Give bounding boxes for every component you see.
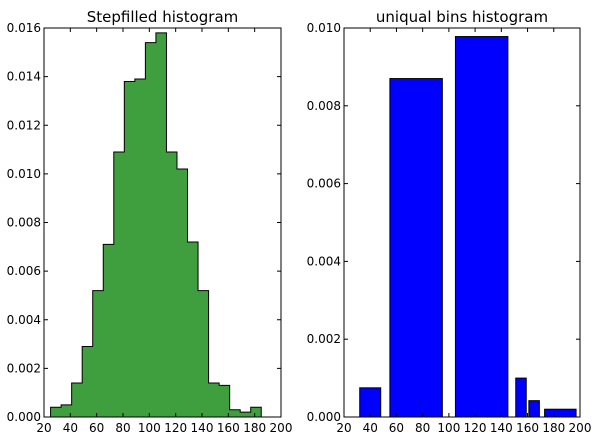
unequal-bins-xtick-label-0: 20 (336, 421, 351, 435)
unequal-bins-ytick-label-4: 0.008 (307, 99, 341, 113)
stepfilled-xtick-label-7: 160 (217, 421, 240, 435)
unequal-bins-xtick-label-9: 200 (569, 421, 592, 435)
stepfilled-xtick-label-2: 60 (89, 421, 104, 435)
unequal-bins-histogram-panel: 20 40 60 80 100 120 140 160 180 200 0.000 0.002 0.00… (307, 8, 592, 435)
stepfilled-ytick-label-0: 0.000 (7, 410, 41, 424)
stepfilled-xtick-label-0: 20 (36, 421, 51, 435)
stepfilled-ytick-label-3: 0.006 (7, 264, 41, 278)
unequal-bins-title: uniqual bins histogram (376, 8, 548, 26)
stepfilled-xtick-label-9: 200 (270, 421, 293, 435)
stepfilled-xtick-label-1: 40 (63, 421, 78, 435)
stepfilled-ytick-label-7: 0.014 (7, 70, 41, 84)
unequal-bins-bar-1 (389, 78, 443, 418)
unequal-bins-ytick-label-1: 0.002 (307, 332, 341, 346)
unequal-bins-bar-5 (544, 408, 577, 418)
unequal-bins-xtick-label-8: 180 (542, 421, 565, 435)
unequal-bins-axes-frame (343, 27, 581, 418)
stepfilled-xtick-label-3: 80 (115, 421, 130, 435)
unequal-bins-ytick-label-5: 0.010 (307, 21, 341, 35)
unequal-bins-xtick-label-2: 60 (389, 421, 404, 435)
unequal-bins-xtick-label-4: 100 (437, 421, 460, 435)
unequal-bins-bar-2 (454, 36, 509, 418)
unequal-bins-ytick-label-3: 0.006 (307, 177, 341, 191)
unequal-bins-bar-4 (528, 400, 540, 418)
unequal-bins-xtick-label-7: 160 (516, 421, 539, 435)
stepfilled-xtick-label-8: 180 (243, 421, 266, 435)
stepfilled-title: Stepfilled histogram (87, 8, 239, 26)
unequal-bins-ytick-label-0: 0.000 (307, 410, 341, 424)
unequal-bins-xtick-label-5: 120 (464, 421, 487, 435)
unequal-bins-xtick-label-1: 40 (363, 421, 378, 435)
stepfilled-histogram-panel: 20 40 60 80 100 120 140 160 180 200 0.000 0.002 0.00… (7, 8, 293, 435)
unequal-bins-xtick-label-3: 80 (415, 421, 430, 435)
unequal-bins-xtick-label-6: 140 (490, 421, 513, 435)
unequal-bins-bar-3 (515, 377, 527, 418)
stepfilled-ytick-label-6: 0.012 (7, 118, 41, 132)
stepfilled-step-area (50, 32, 262, 418)
unequal-bins-bar-0 (359, 387, 382, 418)
stepfilled-ytick-label-1: 0.002 (7, 361, 41, 375)
stepfilled-ytick-label-5: 0.010 (7, 167, 41, 181)
stepfilled-xtick-label-5: 120 (164, 421, 187, 435)
stepfilled-ytick-label-2: 0.004 (7, 313, 41, 327)
unequal-bins-ytick-label-2: 0.004 (307, 254, 341, 268)
stepfilled-xtick-label-6: 140 (191, 421, 214, 435)
stepfilled-ytick-label-4: 0.008 (7, 216, 41, 230)
stepfilled-ytick-label-8: 0.016 (7, 21, 41, 35)
stepfilled-xtick-label-4: 100 (138, 421, 161, 435)
